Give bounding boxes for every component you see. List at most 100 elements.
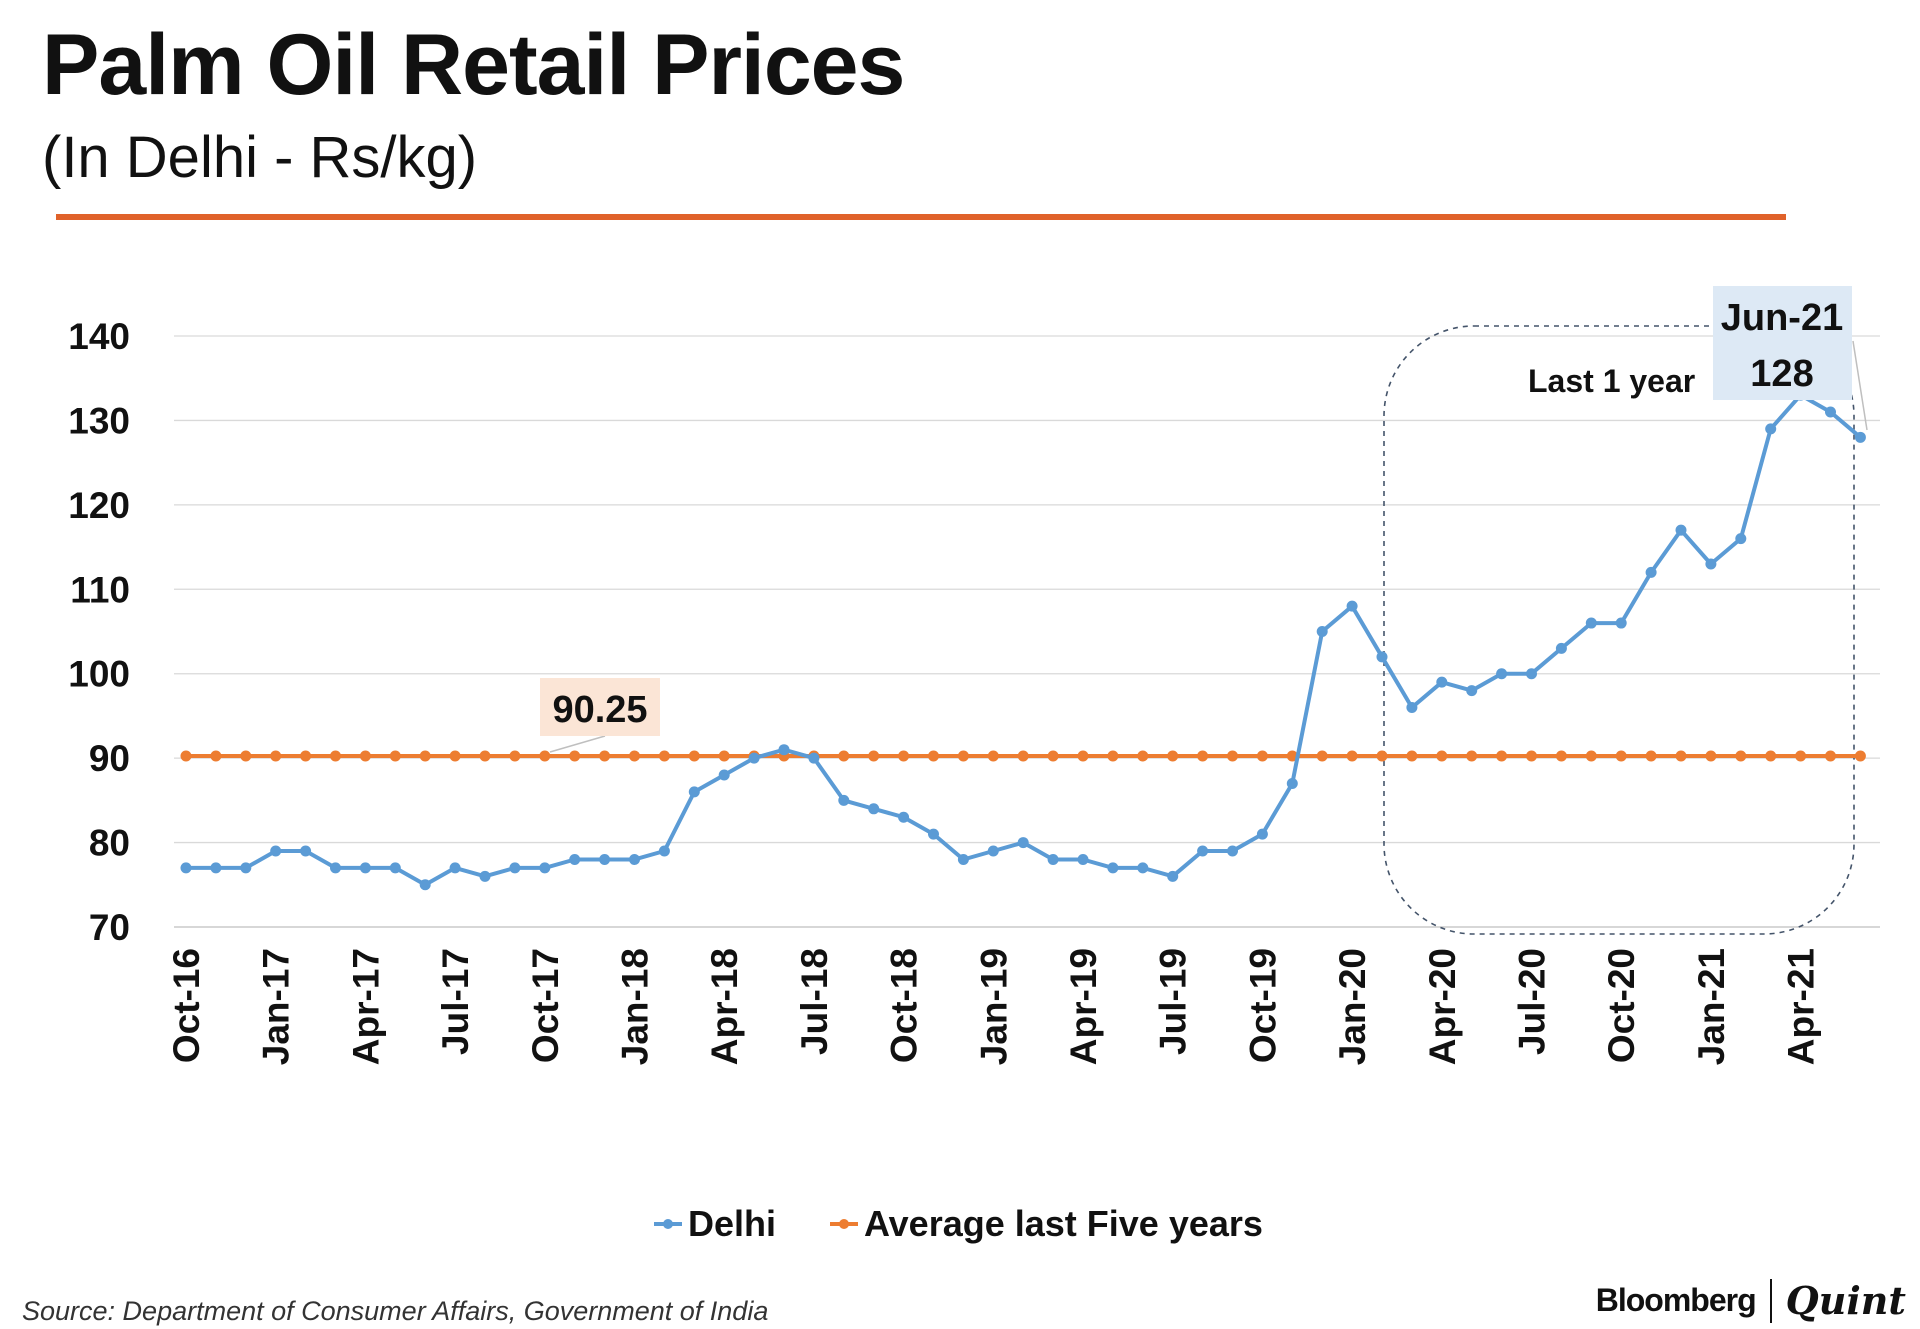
average-point [1047, 750, 1059, 762]
average-point [1675, 750, 1687, 762]
delhi-point [1047, 853, 1059, 865]
x-tick-label: Apr-20 [1422, 948, 1463, 1065]
y-tick-label: 100 [68, 654, 130, 695]
x-tick-label: Apr-18 [704, 948, 745, 1065]
delhi-point [808, 752, 820, 764]
average-point [868, 750, 880, 762]
average-point [1167, 750, 1179, 762]
average-point [1555, 750, 1567, 762]
x-tick-label: Oct-19 [1242, 948, 1283, 1063]
x-tick-label: Jul-20 [1512, 948, 1553, 1055]
average-point [1227, 750, 1238, 762]
delhi-point [1406, 701, 1418, 713]
average-point [718, 750, 730, 762]
x-tick-label: Jul-17 [435, 948, 476, 1055]
x-tick-label: Jul-19 [1153, 948, 1194, 1055]
delhi-point [1137, 862, 1149, 874]
x-tick-label: Apr-21 [1781, 948, 1822, 1065]
delhi-point [1526, 668, 1537, 680]
y-tick-label: 140 [68, 316, 130, 357]
legend-delhi-marker [663, 1219, 673, 1229]
average-point [1316, 750, 1328, 762]
average-label-box [540, 678, 660, 736]
x-tick-label: Apr-17 [345, 948, 386, 1065]
average-label-leader [549, 735, 606, 753]
title-rule [56, 214, 1786, 220]
average-point [1795, 750, 1807, 762]
y-tick-label: 80 [89, 823, 130, 864]
average-point [419, 750, 431, 762]
delhi-point [359, 862, 371, 874]
delhi-point [1854, 431, 1866, 443]
average-point [180, 750, 192, 762]
average-point [1346, 750, 1358, 762]
series [180, 389, 1866, 891]
last-point-value-label: 128 [1750, 353, 1813, 395]
average-point [389, 750, 401, 762]
delhi-point [270, 845, 282, 857]
delhi-point [449, 862, 461, 874]
average-point [629, 750, 640, 762]
delhi-point [1017, 837, 1029, 849]
delhi-point [1107, 862, 1119, 874]
delhi-point [1346, 600, 1358, 612]
average-point [1286, 750, 1298, 762]
delhi-point [599, 853, 611, 865]
legend-delhi-label: Delhi [688, 1203, 776, 1244]
delhi-point [419, 879, 431, 891]
chart-subtitle: (In Delhi - Rs/kg) [42, 125, 478, 190]
average-point [509, 750, 521, 762]
delhi-point [1167, 870, 1179, 882]
average-point [270, 750, 282, 762]
average-point [1137, 750, 1149, 762]
last-point-label-box [1713, 286, 1852, 400]
delhi-point [987, 845, 999, 857]
average-point [688, 750, 700, 762]
delhi-point [1765, 423, 1777, 435]
average-point [300, 750, 312, 762]
y-axis-ticks: 70 80 90 100 110 120 130 140 [68, 316, 130, 948]
average-series [180, 750, 1866, 762]
delhi-point [479, 870, 491, 882]
delhi-point [509, 862, 521, 874]
delhi-point [330, 862, 341, 874]
last-1-year-region [1383, 325, 1855, 935]
delhi-point [928, 828, 939, 840]
y-tick-label: 110 [70, 569, 130, 610]
average-point [987, 750, 999, 762]
delhi-point [957, 853, 969, 865]
average-point [449, 750, 461, 762]
average-point [240, 750, 252, 762]
delhi-point [868, 803, 880, 815]
delhi-point [1466, 685, 1478, 697]
delhi-point [1615, 617, 1627, 629]
average-point [1496, 750, 1508, 762]
delhi-point [1436, 676, 1448, 688]
x-tick-label: Jan-18 [615, 948, 656, 1065]
average-point [599, 750, 611, 762]
x-tick-label: Oct-17 [525, 948, 566, 1063]
average-point [1376, 750, 1388, 762]
delhi-point [1496, 668, 1508, 680]
delhi-point [539, 862, 551, 874]
delhi-point [718, 769, 730, 781]
delhi-point [1825, 406, 1836, 418]
y-tick-label: 90 [89, 738, 130, 779]
average-point [898, 750, 910, 762]
delhi-point [778, 744, 790, 756]
delhi-point [1555, 642, 1567, 654]
average-point [479, 750, 491, 762]
legend-average-label: Average last Five years [864, 1203, 1263, 1244]
source-note: Source: Department of Consumer Affairs, … [22, 1296, 769, 1326]
x-tick-label: Jan-17 [256, 948, 297, 1065]
average-point [1197, 750, 1209, 762]
delhi-point [898, 811, 910, 823]
delhi-point [1645, 566, 1657, 578]
average-point [569, 750, 581, 762]
average-point [1705, 750, 1717, 762]
average-point [838, 750, 850, 762]
x-tick-label: Jan-19 [973, 948, 1014, 1065]
average-point [658, 750, 670, 762]
brand-logo: Bloomberg Quint [1596, 1278, 1906, 1323]
x-tick-label: Jan-20 [1332, 948, 1373, 1065]
